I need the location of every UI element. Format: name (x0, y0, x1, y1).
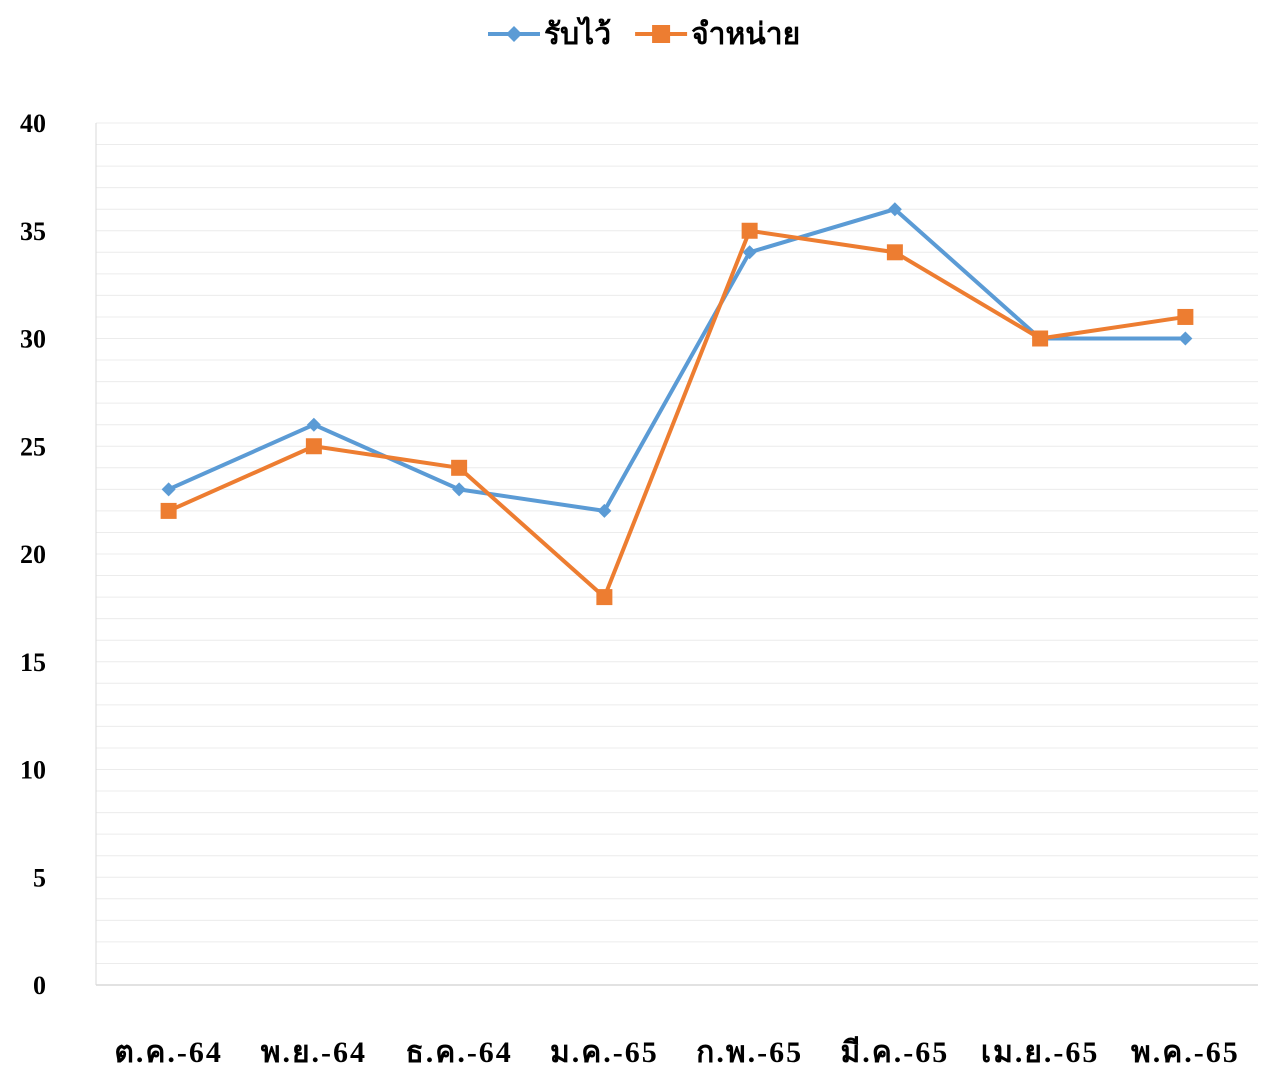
x-tick-label: พ.ค.-65 (1131, 1036, 1240, 1067)
data-point (887, 202, 902, 217)
legend-label: จำหน่าย (691, 18, 800, 51)
x-tick-label: ม.ค.-65 (550, 1036, 659, 1067)
legend-item-2: จำหน่าย (635, 18, 800, 51)
x-tick-label: เม.ย.-65 (981, 1036, 1100, 1067)
y-tick-label: 20 (20, 540, 46, 569)
series-1 (161, 202, 1193, 518)
data-point (741, 222, 758, 239)
data-point (451, 459, 468, 476)
x-tick-label: ก.พ.-65 (696, 1036, 803, 1067)
data-point (452, 482, 467, 497)
y-tick-label: 35 (20, 217, 46, 246)
y-axis-ticks: 0 5 10 15 20 25 30 35 40 (20, 109, 46, 1000)
legend-marker (652, 25, 671, 43)
legend-item-1: รับไว้ (488, 16, 611, 51)
data-point (306, 417, 321, 432)
x-axis-ticks: ต.ค.-64 พ.ย.-64 ธ.ค.-64 ม.ค.-65 ก.พ.-65 มี.ค.… (114, 1036, 1240, 1067)
data-point (160, 502, 177, 519)
series-2 (160, 222, 1194, 606)
y-tick-label: 25 (20, 432, 46, 461)
data-point (161, 482, 176, 497)
data-point (886, 244, 903, 261)
legend-label: รับไว้ (544, 16, 611, 51)
x-tick-label: ธ.ค.-64 (405, 1036, 512, 1067)
series-line (166, 207, 1188, 513)
data-point (1177, 308, 1194, 325)
data-point (1178, 331, 1193, 346)
series-group (160, 202, 1194, 606)
y-tick-label: 15 (20, 648, 46, 677)
data-point (596, 589, 613, 606)
x-tick-label: มี.ค.-65 (840, 1036, 949, 1067)
legend: รับไว้ จำหน่าย (488, 16, 800, 51)
y-tick-label: 40 (20, 109, 46, 138)
data-point (597, 503, 612, 518)
data-point (305, 438, 322, 455)
axes (95, 123, 1258, 986)
data-point (1032, 330, 1049, 347)
legend-marker (506, 26, 522, 42)
x-tick-label: ต.ค.-64 (114, 1036, 223, 1067)
data-point (742, 245, 757, 260)
y-tick-label: 10 (20, 756, 46, 785)
y-tick-label: 30 (20, 325, 46, 354)
y-tick-label: 5 (33, 863, 46, 892)
gridlines (96, 122, 1258, 964)
series-line (166, 228, 1188, 600)
x-tick-label: พ.ย.-64 (261, 1036, 367, 1067)
y-tick-label: 0 (33, 971, 46, 1000)
